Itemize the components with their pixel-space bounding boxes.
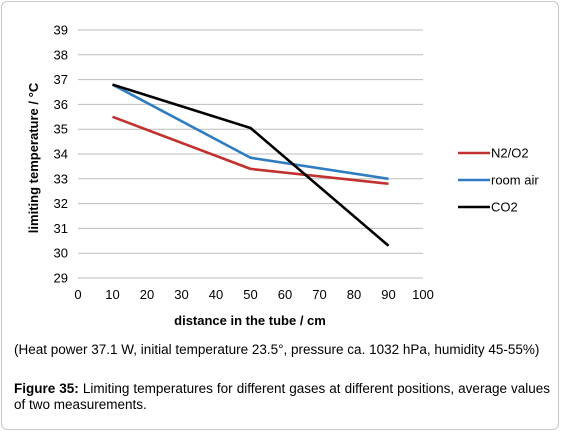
x-tick-label: 80 [347,287,361,302]
x-tick-label: 50 [243,287,257,302]
x-tick-label: 10 [105,287,119,302]
series-line-room-air [111,83,389,181]
x-tick-label: 30 [174,287,188,302]
y-tick-label: 31 [54,221,68,236]
y-tick-label: 33 [54,171,68,186]
series-line-n2-o2 [112,115,389,186]
figure-label: Figure 35: [14,381,79,396]
x-tick-label: 40 [209,287,223,302]
y-tick-label: 29 [54,271,68,286]
gridlines [78,29,423,279]
x-tick-label: 70 [312,287,326,302]
y-tick-label: 39 [54,23,68,38]
legend-label: N2/O2 [491,146,529,161]
legend-label: room air [491,173,539,188]
x-tick-labels: 0 10 20 30 40 50 60 70 80 90 100 [74,287,433,302]
legend: N2/O2 room air CO2 [458,146,539,215]
y-axis-title: limiting temperature / °C [26,82,41,233]
series-lines [111,83,390,247]
x-tick-label: 20 [140,287,154,302]
x-tick-label: 100 [412,287,434,302]
y-tick-label: 35 [54,122,68,137]
y-tick-label: 34 [54,147,68,162]
figure-caption-text: Limiting temperatures for different gase… [14,381,551,412]
y-tick-labels: 29 30 31 32 33 34 35 36 37 38 39 [54,23,68,286]
y-tick-label: 37 [54,72,68,87]
line-chart: 29 30 31 32 33 34 35 36 37 38 39 0 10 20 30 40 50 60 70 80… [26,23,539,329]
legend-label: CO2 [491,200,518,215]
y-tick-label: 30 [54,246,68,261]
figure-caption: Figure 35: Limiting temperatures for dif… [14,381,550,413]
x-tick-label: 90 [381,287,395,302]
y-tick-label: 36 [54,97,68,112]
x-tick-label: 0 [74,287,81,302]
x-tick-label: 60 [278,287,292,302]
y-tick-label: 38 [54,47,68,62]
figure-note: (Heat power 37.1 W, initial temperature … [14,342,540,357]
series-line-co2 [112,83,390,247]
y-tick-label: 32 [54,196,68,211]
x-axis-title: distance in the tube / cm [174,313,326,328]
